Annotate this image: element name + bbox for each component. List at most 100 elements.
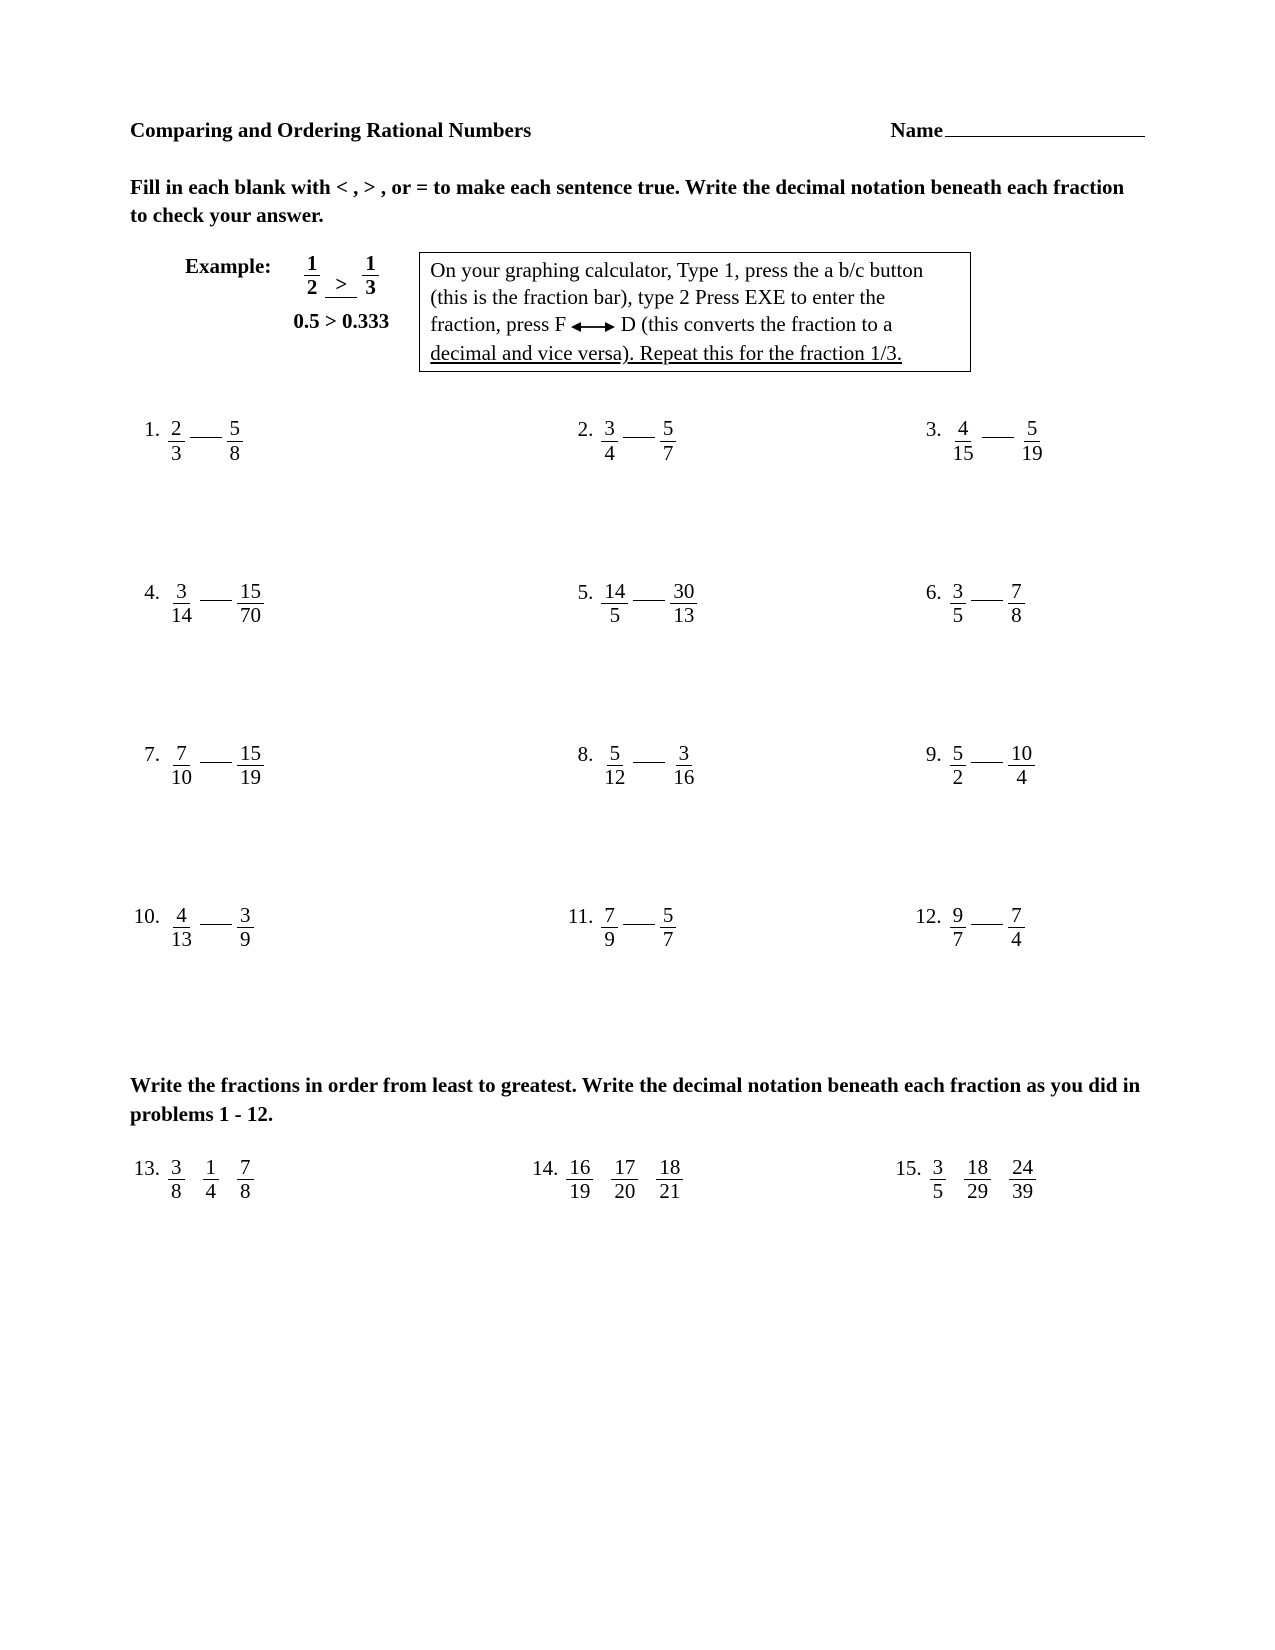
calc-line-3b: D (this converts the fraction to a <box>621 312 893 336</box>
fraction: 2439 <box>1009 1156 1036 1203</box>
answer-blank[interactable] <box>190 437 222 438</box>
fraction: 710 <box>168 742 195 789</box>
fraction: 1720 <box>611 1156 638 1203</box>
fraction-list: 1619 1720 1821 <box>566 1156 683 1203</box>
calculator-instructions-box: On your graphing calculator, Type 1, pre… <box>419 252 971 373</box>
fraction: 38 <box>168 1156 185 1203</box>
problem-number: 4. <box>130 580 160 605</box>
calc-line-1: On your graphing calculator, Type 1, pre… <box>430 258 923 282</box>
example-label: Example: <box>185 254 271 279</box>
fraction: 78 <box>237 1156 254 1203</box>
answer-blank[interactable] <box>200 762 232 763</box>
problem-number: 1. <box>130 417 160 442</box>
worksheet-title: Comparing and Ordering Rational Numbers <box>130 118 531 143</box>
fraction-list: 38 14 78 <box>168 1156 254 1203</box>
fraction: 314 <box>168 580 195 627</box>
answer-blank[interactable] <box>623 437 655 438</box>
problem-6: 6. 35 78 <box>807 580 1145 627</box>
example-fractions: 1 2 > 1 3 0.5 > 0.333 <box>293 252 389 334</box>
fraction: 97 <box>950 904 967 951</box>
fraction: 413 <box>168 904 195 951</box>
answer-blank[interactable] <box>982 437 1014 438</box>
problem-number: 11. <box>563 904 593 929</box>
problem-12: 12. 97 74 <box>807 904 1145 951</box>
problem-number: 13. <box>130 1156 160 1181</box>
answer-blank[interactable] <box>971 924 1003 925</box>
problem-number: 5. <box>563 580 593 605</box>
problem-number: 9. <box>912 742 942 767</box>
problem-5: 5. 145 3013 <box>468 580 806 627</box>
problems-grid: 1. 23 58 2. 34 57 3. 415 519 4. 314 1570… <box>130 417 1145 951</box>
example-frac-1: 1 2 <box>304 252 321 299</box>
answer-blank[interactable] <box>623 924 655 925</box>
problem-14: 14. 1619 1720 1821 <box>468 1156 806 1203</box>
fraction: 39 <box>237 904 254 951</box>
fraction: 34 <box>601 417 618 464</box>
problem-13: 13. 38 14 78 <box>130 1156 468 1203</box>
fraction: 519 <box>1019 417 1046 464</box>
problem-11: 11. 79 57 <box>468 904 806 951</box>
example-symbol: > <box>325 272 357 298</box>
problem-15: 15. 35 1829 2439 <box>807 1156 1145 1203</box>
problem-9: 9. 52 104 <box>807 742 1145 789</box>
fraction: 35 <box>950 580 967 627</box>
ordering-grid: 13. 38 14 78 14. 1619 1720 1821 15. 35 1… <box>130 1156 1145 1203</box>
name-blank-line[interactable] <box>945 136 1145 137</box>
name-label: Name <box>891 118 943 143</box>
fraction: 52 <box>950 742 967 789</box>
problem-number: 8. <box>563 742 593 767</box>
problem-2: 2. 34 57 <box>468 417 806 464</box>
problem-number: 7. <box>130 742 160 767</box>
fraction: 104 <box>1008 742 1035 789</box>
answer-blank[interactable] <box>633 762 665 763</box>
calc-line-4: decimal and vice versa). Repeat this for… <box>430 341 902 365</box>
problem-number: 14. <box>528 1156 558 1181</box>
answer-blank[interactable] <box>200 600 232 601</box>
name-field: Name <box>891 118 1145 143</box>
fraction: 74 <box>1008 904 1025 951</box>
fraction: 57 <box>660 904 677 951</box>
fraction: 145 <box>601 580 628 627</box>
answer-blank[interactable] <box>633 600 665 601</box>
example-frac-2: 1 3 <box>362 252 379 299</box>
fraction: 14 <box>203 1156 220 1203</box>
fraction: 512 <box>601 742 628 789</box>
fraction: 35 <box>930 1156 947 1203</box>
fraction: 3013 <box>670 580 697 627</box>
problem-number: 6. <box>912 580 942 605</box>
problem-8: 8. 512 316 <box>468 742 806 789</box>
header-row: Comparing and Ordering Rational Numbers … <box>130 118 1145 143</box>
fraction: 1519 <box>237 742 264 789</box>
answer-blank[interactable] <box>971 762 1003 763</box>
problem-number: 10. <box>130 904 160 929</box>
calc-line-2: (this is the fraction bar), type 2 Press… <box>430 285 885 309</box>
problem-number: 3. <box>912 417 942 442</box>
fraction: 415 <box>950 417 977 464</box>
fraction: 1570 <box>237 580 264 627</box>
fraction: 316 <box>670 742 697 789</box>
answer-blank[interactable] <box>971 600 1003 601</box>
fraction-list: 35 1829 2439 <box>930 1156 1037 1203</box>
problem-number: 2. <box>563 417 593 442</box>
problem-number: 12. <box>912 904 942 929</box>
problem-7: 7. 710 1519 <box>130 742 468 789</box>
fraction: 79 <box>601 904 618 951</box>
problem-1: 1. 23 58 <box>130 417 468 464</box>
fraction: 57 <box>660 417 677 464</box>
fraction: 1619 <box>566 1156 593 1203</box>
problem-10: 10. 413 39 <box>130 904 468 951</box>
fraction: 1829 <box>964 1156 991 1203</box>
fraction: 23 <box>168 417 185 464</box>
calc-line-3a: fraction, press F <box>430 312 566 336</box>
instructions-2: Write the fractions in order from least … <box>130 1071 1145 1128</box>
problem-3: 3. 415 519 <box>807 417 1145 464</box>
problem-number: 15. <box>892 1156 922 1181</box>
instructions-1: Fill in each blank with < , > , or = to … <box>130 173 1145 230</box>
fraction: 78 <box>1008 580 1025 627</box>
example-decimal: 0.5 > 0.333 <box>293 309 389 334</box>
fraction: 1821 <box>656 1156 683 1203</box>
answer-blank[interactable] <box>200 924 232 925</box>
fraction: 58 <box>227 417 244 464</box>
problem-4: 4. 314 1570 <box>130 580 468 627</box>
double-arrow-icon <box>571 313 615 340</box>
